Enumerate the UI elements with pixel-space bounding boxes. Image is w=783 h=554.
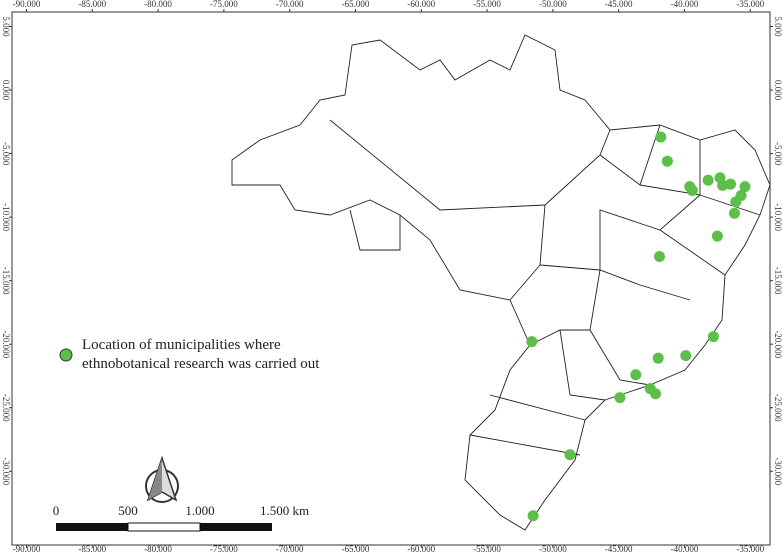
x-tick-label: -75.000 [210, 0, 238, 9]
y-tick-label: -25.000 [773, 394, 783, 422]
location-point [739, 181, 751, 193]
y-tick-label: 5.000 [1, 16, 11, 37]
x-tick-label: -45.000 [605, 544, 633, 554]
x-tick-label: -60.000 [407, 544, 435, 554]
state-borders [329, 119, 761, 456]
location-point [702, 174, 714, 186]
scale-bar [56, 522, 272, 532]
y-tick-label: 0.000 [773, 80, 783, 101]
legend-text: Location of municipalities where ethnobo… [82, 337, 320, 372]
y-tick-label: -20.000 [1, 330, 11, 358]
x-tick-label: -80.000 [144, 0, 172, 9]
x-tick-label: -80.000 [144, 544, 172, 554]
x-tick-label: -85.000 [78, 544, 106, 554]
location-point [680, 350, 692, 362]
location-point [661, 155, 673, 167]
location-point [655, 131, 667, 143]
location-point [711, 230, 723, 242]
location-point [725, 178, 737, 190]
x-tick-label: -35.000 [736, 544, 764, 554]
location-point [652, 352, 664, 364]
x-tick-label: -35.000 [736, 0, 764, 9]
x-tick-label: -40.000 [671, 0, 699, 9]
y-tick-label: -30.000 [773, 457, 783, 485]
scale-label: 0 [53, 503, 60, 518]
x-tick-label: -40.000 [671, 544, 699, 554]
country-outline [231, 34, 771, 531]
y-tick-label: -20.000 [773, 330, 783, 358]
y-tick-label: -5.000 [773, 142, 783, 166]
x-tick-label: -90.000 [13, 0, 41, 9]
location-point [526, 336, 538, 348]
x-tick-label: -50.000 [539, 544, 567, 554]
scale-label: 1.000 [185, 503, 214, 518]
x-tick-label: -65.000 [342, 544, 370, 554]
north-arrow [145, 455, 179, 503]
location-point [630, 369, 642, 381]
y-tick-label: -30.000 [1, 457, 11, 485]
y-tick-label: -10.000 [773, 203, 783, 231]
x-tick-label: -70.000 [276, 544, 304, 554]
y-tick-label: 0.000 [1, 80, 11, 101]
location-point [653, 251, 665, 263]
location-point [650, 388, 662, 400]
y-tick-label: -15.000 [773, 267, 783, 295]
x-tick-label: -75.000 [210, 544, 238, 554]
scale-label: 1.500 km [260, 503, 309, 518]
map-frame [11, 11, 771, 546]
x-tick-label: -65.000 [342, 0, 370, 9]
location-point [686, 184, 698, 196]
y-tick-label: 5.000 [773, 16, 783, 37]
x-tick-label: -55.000 [473, 0, 501, 9]
y-tick-label: -5.000 [1, 142, 11, 166]
location-point [707, 331, 719, 343]
scale-label: 500 [118, 503, 138, 518]
location-point [730, 196, 742, 208]
x-tick-label: -70.000 [276, 0, 304, 9]
location-point [728, 207, 740, 219]
y-tick-label: -25.000 [1, 394, 11, 422]
legend-marker [59, 348, 73, 362]
y-tick-label: -15.000 [1, 267, 11, 295]
x-tick-label: -45.000 [605, 0, 633, 9]
x-tick-label: -60.000 [407, 0, 435, 9]
x-tick-label: -90.000 [13, 544, 41, 554]
y-tick-label: -10.000 [1, 203, 11, 231]
location-point [527, 510, 539, 522]
x-tick-label: -50.000 [539, 0, 567, 9]
x-tick-label: -55.000 [473, 544, 501, 554]
brazil-outline [231, 34, 771, 531]
x-tick-label: -85.000 [78, 0, 106, 9]
location-point [614, 392, 626, 404]
location-point [564, 449, 576, 461]
